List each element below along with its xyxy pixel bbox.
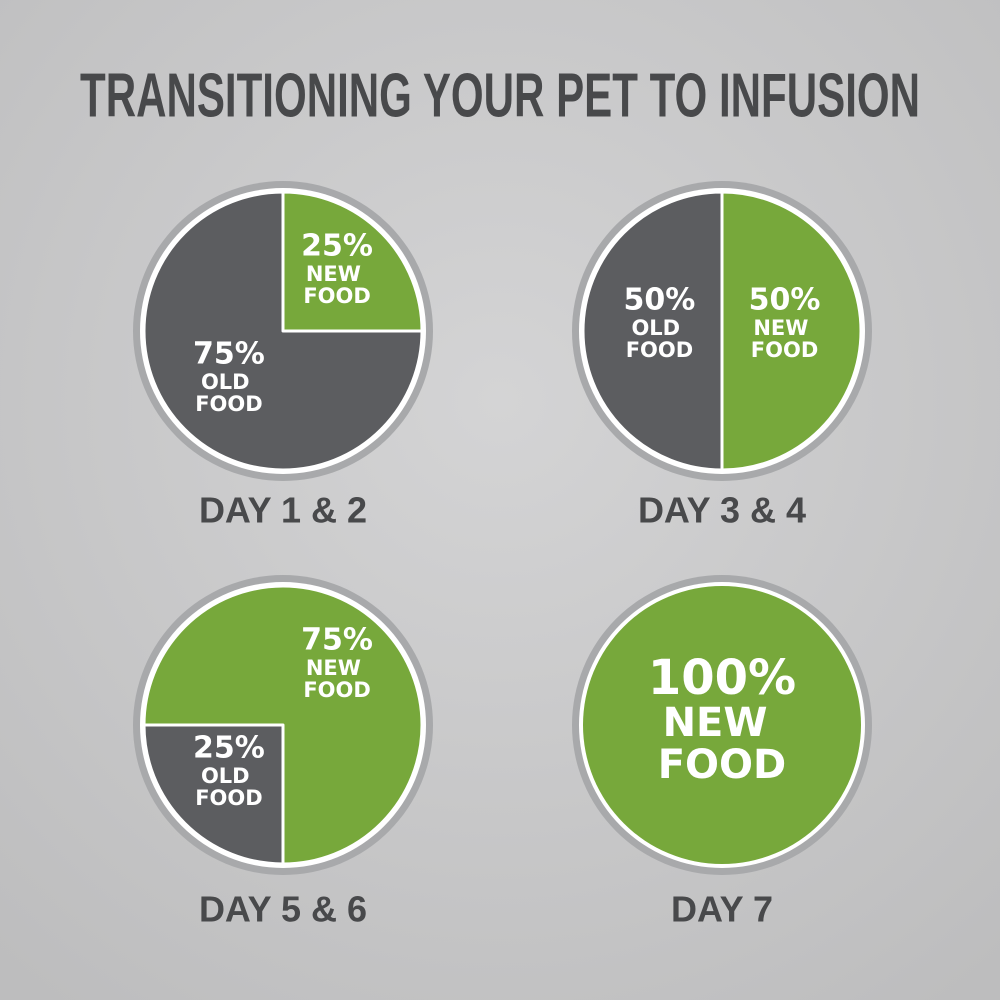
slice-category: OLD FOOD: [195, 370, 262, 416]
slice-category: OLD FOOD: [626, 316, 693, 362]
slice-percent: 75%: [193, 337, 265, 372]
pie-slice: [281, 190, 424, 333]
slice-category: NEW FOOD: [303, 656, 370, 702]
pie-slice: [142, 584, 424, 866]
slice-percent: 50%: [749, 283, 821, 318]
slice-percent: 100%: [648, 650, 796, 706]
pie-title: DAY 7: [671, 889, 773, 930]
pie-slice: [581, 190, 724, 472]
slice-category: NEW FOOD: [751, 316, 818, 362]
slice-percent: 25%: [301, 228, 373, 263]
title: TRANSITIONING YOUR PET TO INFUSION: [80, 61, 920, 130]
slice-percent: 50%: [624, 283, 696, 318]
pie-title: DAY 3 & 4: [638, 490, 806, 531]
slice-category: OLD FOOD: [195, 764, 262, 810]
pie-slice: [142, 190, 424, 472]
slice-category: NEW FOOD: [303, 262, 370, 308]
slice-percent: 75%: [301, 622, 373, 657]
pie-slice: [142, 723, 285, 866]
slice-percent: 25%: [193, 731, 265, 766]
pie-slice: [720, 190, 863, 472]
slice-category: NEW FOOD: [658, 700, 787, 788]
pie-title: DAY 5 & 6: [199, 889, 367, 930]
pie-slice: [583, 586, 861, 864]
pie-title: DAY 1 & 2: [199, 490, 367, 531]
